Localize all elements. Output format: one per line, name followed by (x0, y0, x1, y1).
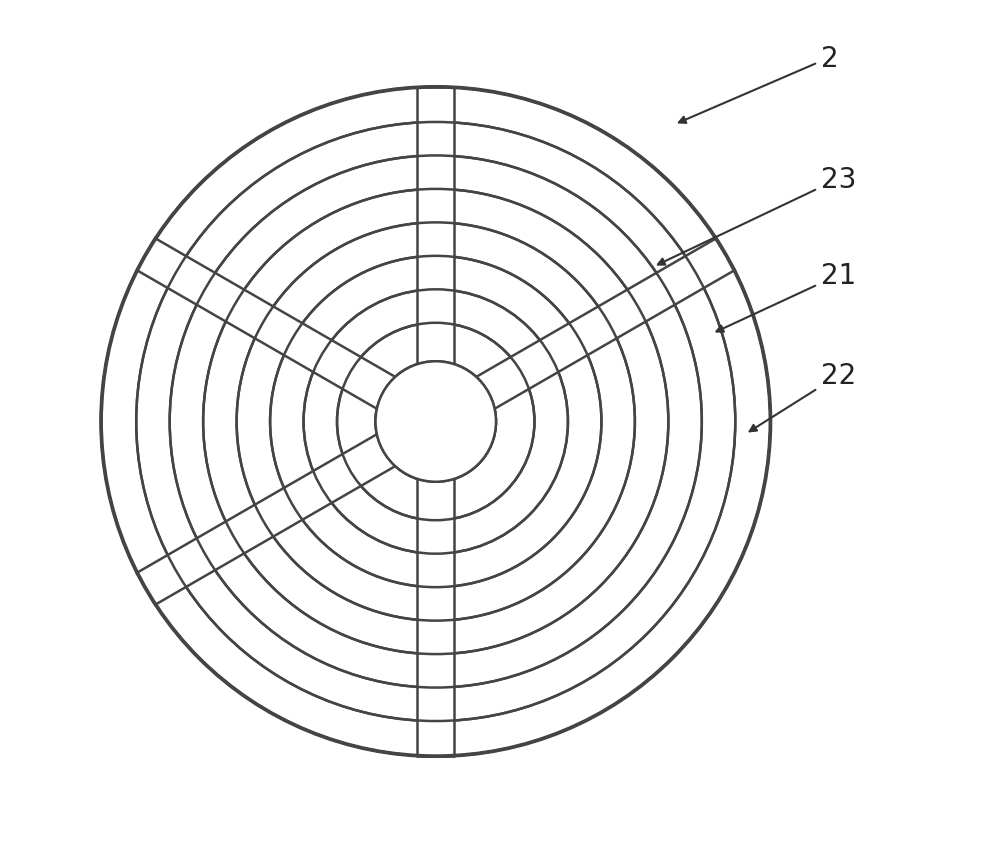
Polygon shape (427, 239, 735, 438)
Text: 21: 21 (717, 262, 855, 333)
Polygon shape (418, 88, 455, 422)
Polygon shape (418, 422, 455, 756)
Polygon shape (137, 406, 445, 605)
Text: 22: 22 (750, 362, 855, 432)
Text: 2: 2 (679, 45, 838, 124)
Polygon shape (137, 239, 445, 438)
Circle shape (376, 362, 496, 482)
Text: 23: 23 (658, 165, 856, 265)
